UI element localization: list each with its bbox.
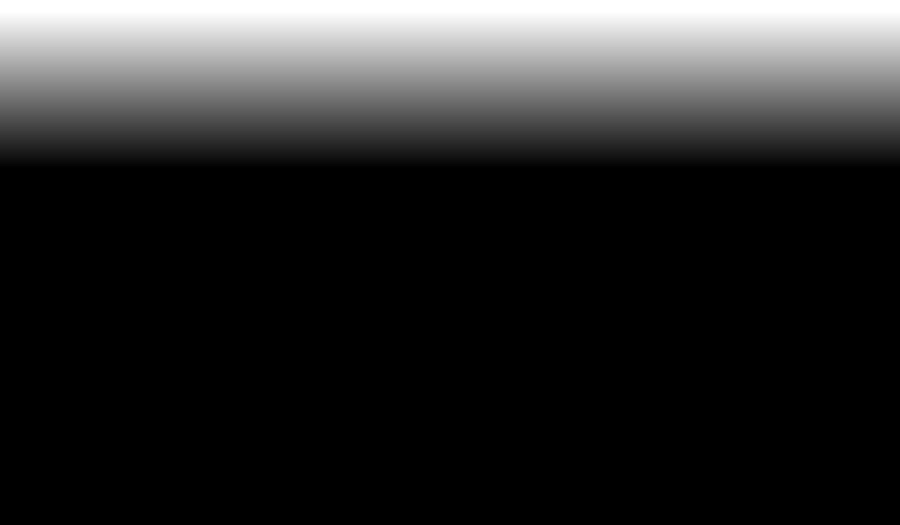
Bar (527, 267, 606, 457)
Text: 2100: 2100 (745, 180, 799, 199)
Text: 1080: 1080 (333, 314, 387, 334)
Y-axis label: Reported ANti-Semetic Incidents: Reported ANti-Semetic Incidents (14, 138, 32, 408)
Bar (734, 142, 812, 457)
Bar (114, 224, 193, 457)
Text: 1266: 1266 (539, 290, 594, 309)
Bar (320, 295, 400, 457)
Title: Reports of Anti-Semetic Incidents in past 15
years (per ADL stats): Reports of Anti-Semetic Incidents in pas… (82, 14, 844, 77)
X-axis label: Year: Year (441, 493, 485, 511)
Text: 1554: 1554 (126, 252, 181, 271)
